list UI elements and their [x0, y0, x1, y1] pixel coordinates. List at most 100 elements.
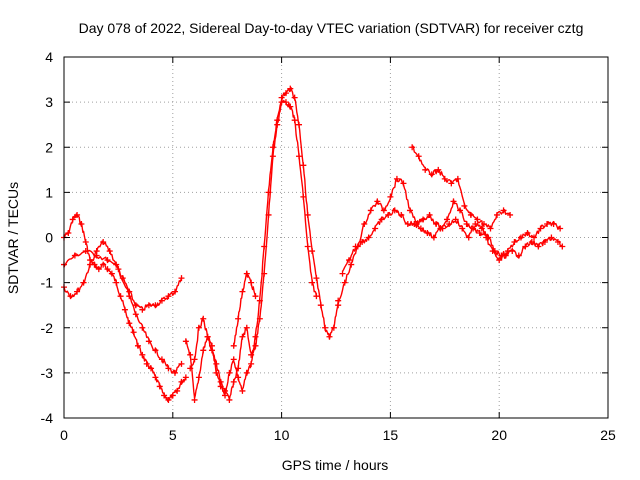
data-point: [82, 248, 89, 255]
data-point: [252, 293, 259, 300]
data-point: [171, 369, 178, 376]
data-point: [309, 248, 316, 255]
data-point: [217, 378, 224, 385]
data-point: [411, 220, 418, 227]
axes: [63, 56, 609, 419]
data-point: [248, 351, 255, 358]
series-line: [412, 145, 511, 228]
data-point: [152, 302, 159, 309]
data-point: [430, 234, 437, 241]
data-point: [95, 266, 102, 273]
data-point: [398, 211, 405, 218]
data-point: [248, 360, 255, 367]
data-point: [361, 220, 368, 227]
data-point: [378, 216, 385, 223]
data-point: [304, 243, 311, 250]
data-point: [161, 392, 168, 399]
data-point: [465, 234, 472, 241]
data-point: [67, 293, 74, 300]
y-tick-label: -1: [41, 275, 54, 291]
data-point: [424, 229, 431, 236]
data-point: [291, 94, 298, 101]
data-point: [287, 85, 294, 92]
data-point: [152, 374, 159, 381]
data-point: [544, 220, 551, 227]
data-point: [100, 261, 107, 268]
data-point: [187, 365, 194, 372]
data-point: [461, 202, 468, 209]
data-point: [300, 162, 307, 169]
series-line: [185, 86, 339, 399]
data-point: [480, 220, 487, 227]
data-point: [261, 270, 268, 277]
data-point: [126, 320, 133, 327]
data-point: [239, 333, 246, 340]
data-point: [341, 279, 348, 286]
data-point: [235, 365, 242, 372]
data-point: [235, 315, 242, 322]
tick-labels: 0 5 10 15 20 25 -4 -3 -2 -1 0 1 2 3 4: [41, 49, 616, 443]
data-point: [380, 207, 387, 214]
data-point: [404, 220, 411, 227]
data-point: [483, 234, 490, 241]
data-point: [165, 396, 172, 403]
data-point: [554, 239, 561, 246]
data-point: [174, 387, 181, 394]
data-point: [450, 198, 457, 205]
x-axis-label: GPS time / hours: [282, 457, 389, 473]
data-point: [182, 338, 189, 345]
data-point: [126, 293, 133, 300]
data-point: [226, 369, 233, 376]
data-point: [265, 211, 272, 218]
data-point: [330, 324, 337, 331]
data-point: [178, 275, 185, 282]
data-point: [200, 347, 207, 354]
data-point: [352, 243, 359, 250]
data-point: [443, 216, 450, 223]
data-point: [191, 356, 198, 363]
data-point: [474, 216, 481, 223]
series-line: [63, 249, 182, 375]
data-point: [230, 378, 237, 385]
data-point: [71, 252, 78, 259]
data-point: [178, 360, 185, 367]
data-point: [537, 225, 544, 232]
data-point: [322, 324, 329, 331]
chart-title: Day 078 of 2022, Sidereal Day-to-day VTE…: [79, 20, 584, 36]
data-point: [452, 216, 459, 223]
data-point: [296, 121, 303, 128]
data-point: [132, 311, 139, 318]
data-point: [226, 396, 233, 403]
data-point: [248, 279, 255, 286]
data-point: [309, 279, 316, 286]
data-point: [158, 297, 165, 304]
series-line: [233, 270, 257, 346]
data-point: [132, 302, 139, 309]
data-point: [528, 239, 535, 246]
data-point: [420, 216, 427, 223]
data-point: [517, 234, 524, 241]
data-point: [243, 324, 250, 331]
data-point: [178, 378, 185, 385]
data-series: [61, 85, 566, 403]
data-point: [230, 342, 237, 349]
data-point: [433, 220, 440, 227]
data-point: [435, 166, 442, 173]
data-point: [117, 293, 124, 300]
x-tick-label: 25: [600, 427, 616, 443]
data-point: [454, 175, 461, 182]
data-point: [550, 220, 557, 227]
data-point: [531, 234, 538, 241]
data-point: [296, 153, 303, 160]
data-point: [106, 248, 113, 255]
data-point: [472, 220, 479, 227]
data-point: [65, 229, 72, 236]
data-point: [367, 207, 374, 214]
data-point: [274, 121, 281, 128]
data-point: [459, 225, 466, 232]
data-point: [195, 374, 202, 381]
data-point: [313, 293, 320, 300]
x-tick-label: 0: [60, 427, 68, 443]
data-point: [507, 211, 514, 218]
data-point: [243, 369, 250, 376]
